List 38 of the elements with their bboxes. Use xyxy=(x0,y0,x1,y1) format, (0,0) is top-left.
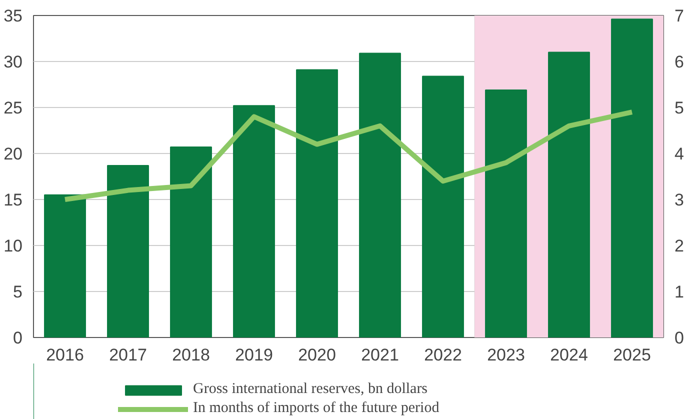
bar xyxy=(170,146,212,338)
x-tick-label: 2022 xyxy=(424,346,462,364)
y-tick-label: 0 xyxy=(13,328,23,348)
x-tick-label: 2019 xyxy=(235,346,273,364)
y-tick-label: 15 xyxy=(4,190,23,210)
y-tick-label: 35 xyxy=(4,6,23,26)
bar xyxy=(44,194,86,338)
x-tick-label: 2023 xyxy=(487,346,525,364)
y2-tick-label: 6 xyxy=(674,52,684,72)
x-tick-label: 2017 xyxy=(109,346,147,364)
y2-tick-label: 5 xyxy=(674,98,684,118)
y2-tick-label: 4 xyxy=(674,144,684,164)
y-tick-label: 5 xyxy=(13,282,23,302)
bar xyxy=(485,90,527,338)
y2-tick-label: 3 xyxy=(674,190,684,210)
bar xyxy=(611,18,653,338)
y2-tick-label: 7 xyxy=(674,6,684,26)
legend-label: Gross international reserves, bn dollars xyxy=(193,381,428,398)
bar xyxy=(422,76,464,338)
x-tick-label: 2025 xyxy=(613,346,651,364)
y2-tick-label: 2 xyxy=(674,236,684,256)
x-tick-label: 2016 xyxy=(46,346,84,364)
legend-label: In months of imports of the future period xyxy=(193,400,440,417)
y-tick-label: 10 xyxy=(4,236,23,256)
bar xyxy=(233,105,275,338)
y-tick-label: 20 xyxy=(4,144,23,164)
y-tick-label: 25 xyxy=(4,98,23,118)
bar xyxy=(107,164,149,338)
x-tick-label: 2020 xyxy=(298,346,336,364)
y2-tick-label: 0 xyxy=(674,328,684,348)
bar xyxy=(296,69,338,338)
x-tick-label: 2021 xyxy=(361,346,399,364)
x-tick-label: 2018 xyxy=(172,346,210,364)
bar xyxy=(359,52,401,338)
y2-tick-label: 1 xyxy=(674,282,684,302)
bar xyxy=(548,52,590,338)
x-tick-label: 2024 xyxy=(550,346,588,364)
y-tick-label: 30 xyxy=(4,52,23,72)
